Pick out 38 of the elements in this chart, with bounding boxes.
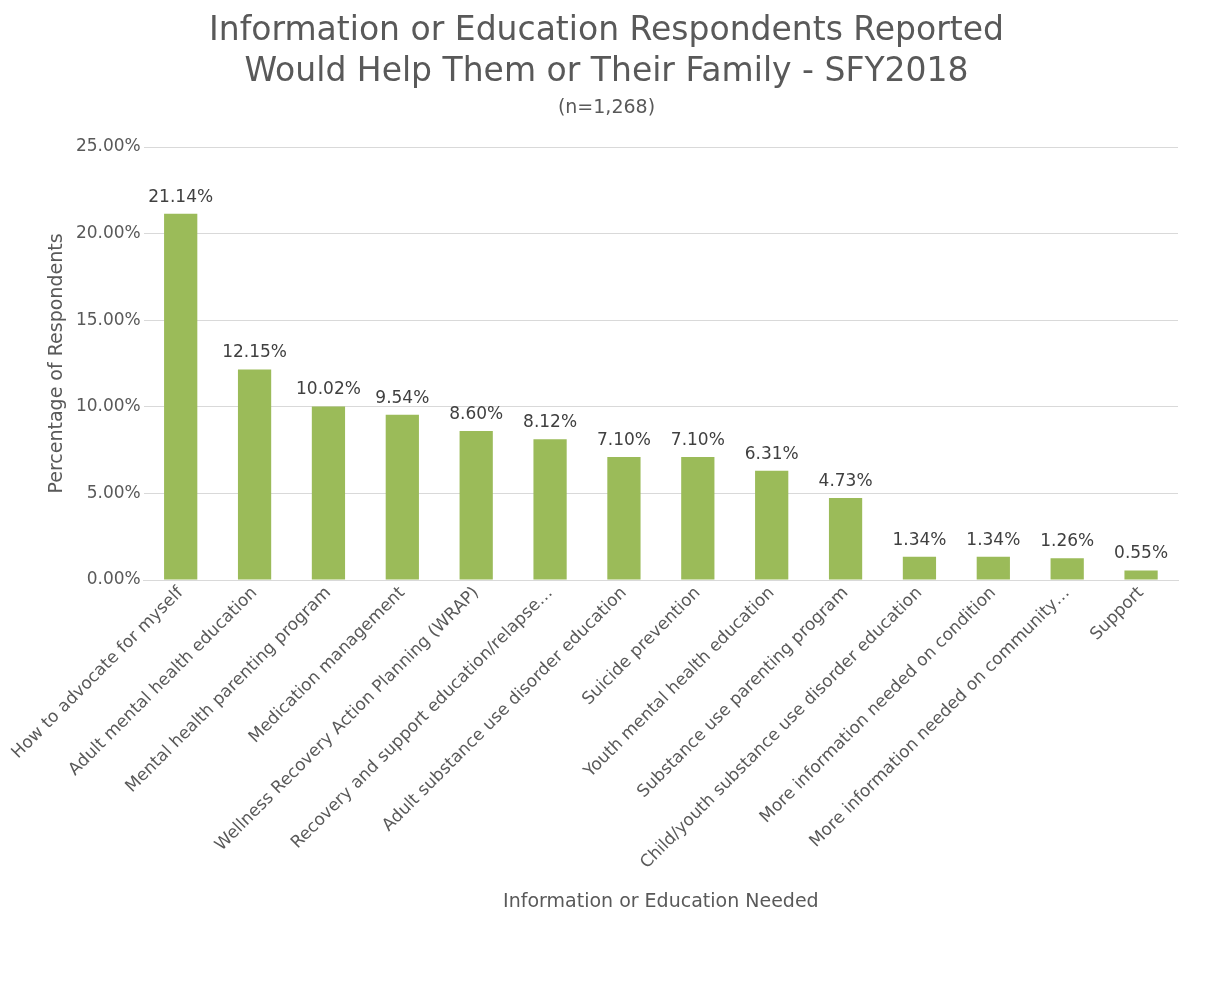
bar: [164, 213, 198, 580]
y-tick-label: 5.00%: [86, 481, 141, 502]
data-label: 1.26%: [1040, 529, 1095, 550]
data-label: 9.54%: [375, 386, 430, 407]
bar: [976, 556, 1010, 580]
bar: [828, 497, 863, 580]
bar: [459, 430, 493, 580]
bar: [681, 456, 715, 580]
y-tick-label: 10.00%: [75, 394, 141, 415]
data-label: 7.10%: [596, 428, 651, 449]
data-label: 6.31%: [744, 442, 799, 463]
bar: [1050, 557, 1084, 580]
bar: [385, 414, 419, 580]
chart-title: Information or Education Respondents Reported Would Help Them or Their Family - SFY2018: [208, 8, 1005, 91]
chart-subtitle: (n=1,268): [556, 94, 657, 117]
bar: [311, 405, 346, 580]
bar: [902, 556, 937, 580]
data-label: 8.60%: [449, 402, 504, 423]
data-label: 10.02%: [296, 377, 361, 398]
data-label: 7.10%: [670, 428, 725, 449]
bar: [237, 369, 272, 580]
bar: [533, 438, 567, 580]
y-tick-label: 25.00%: [75, 134, 141, 155]
data-label: 1.34%: [892, 528, 947, 549]
y-tick-label: 0.00%: [86, 567, 141, 588]
data-label: 8.12%: [523, 410, 578, 431]
x-axis-title: Information or Education Needed: [503, 888, 819, 911]
data-label: 21.14%: [148, 185, 214, 206]
y-tick-label: 15.00%: [75, 308, 141, 329]
bar: [1124, 569, 1158, 580]
bar: [607, 456, 641, 580]
y-tick-label: 20.00%: [75, 221, 141, 242]
data-label: 12.15%: [222, 340, 287, 361]
data-label: 1.34%: [966, 528, 1021, 549]
data-label: 4.73%: [818, 469, 873, 490]
bar: [755, 470, 789, 580]
data-label: 0.55%: [1114, 541, 1169, 562]
y-axis-title: Percentage of Respondents: [44, 232, 67, 494]
